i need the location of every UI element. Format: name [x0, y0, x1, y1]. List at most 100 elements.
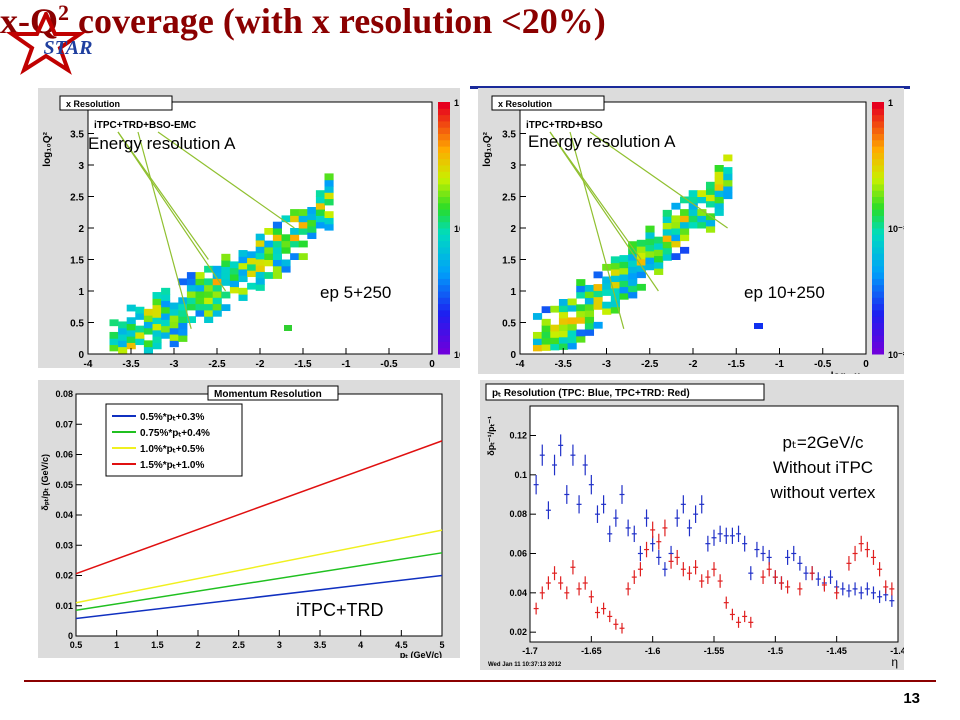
heatmap-cell	[161, 331, 171, 339]
heatmap-cell	[186, 284, 196, 292]
heatmap-cell	[628, 285, 638, 293]
heatmap-cell	[714, 202, 724, 210]
heatmap-cell	[567, 317, 577, 325]
heatmap-cell	[576, 304, 586, 312]
z-tick-label: 10⁻²	[454, 350, 460, 360]
x-tick-label: -1.5	[728, 359, 746, 370]
heatmap-cell	[576, 279, 586, 286]
leader-line	[549, 131, 659, 292]
heatmap-cell	[628, 291, 638, 299]
heatmap-cell	[118, 321, 128, 329]
heatmap-cell	[541, 331, 551, 339]
heatmap-cell	[645, 225, 655, 233]
heatmap-cell	[628, 272, 638, 280]
color-scale-swatch	[438, 158, 450, 166]
color-scale-swatch	[872, 341, 884, 349]
heatmap-cell	[186, 303, 196, 311]
x-tick-label: -1	[775, 359, 784, 370]
color-scale-swatch	[872, 209, 884, 216]
heatmap-cell	[315, 190, 325, 197]
y-tick-label: 1	[510, 287, 516, 298]
color-scale-swatch	[872, 303, 884, 311]
heatmap-cell	[204, 265, 214, 273]
heatmap-cell	[636, 246, 646, 253]
heatmap-cell	[238, 250, 248, 257]
color-scale-swatch	[438, 309, 450, 317]
series-line	[75, 529, 443, 604]
heatmap-cell	[255, 246, 265, 254]
x-tick-label: -0.5	[380, 359, 398, 368]
heatmap-cell	[671, 253, 681, 260]
color-scale-swatch	[438, 228, 450, 235]
heatmap-cell	[705, 188, 716, 195]
heatmap-cell	[584, 284, 595, 292]
heatmap-cell	[212, 278, 222, 286]
heatmap-cell	[324, 179, 334, 187]
heatmap-cell	[298, 228, 308, 235]
z-tick-label: 1	[888, 98, 893, 108]
color-scale-swatch	[872, 215, 884, 223]
color-scale-swatch	[438, 297, 450, 305]
heatmap-cell	[610, 275, 620, 283]
panel-momentum-resolution: 0.5 1 1.5 2 2.5 3 3.5 4 4.5 5 0 0.01 0.02 0.03 0.04 0.0…	[38, 380, 460, 658]
heatmap-cell	[584, 291, 595, 299]
heatmap-cell	[567, 330, 577, 337]
heatmap-cell	[272, 265, 282, 273]
y-tick-label: 0.01	[55, 601, 73, 611]
color-scale-swatch	[872, 347, 884, 355]
heatmap-cell	[714, 196, 724, 204]
heatmap-cell	[298, 253, 308, 260]
color-scale-swatch	[872, 297, 884, 305]
heatmap-cell	[324, 217, 334, 225]
annotation-line-pt: pₜ=2GeV/c	[782, 433, 864, 452]
heatmap-cell	[152, 292, 162, 299]
y-tick-label: 1	[78, 287, 84, 298]
color-scale-swatch	[438, 253, 450, 260]
heatmap-cell	[290, 228, 300, 235]
heatmap-cell	[143, 327, 153, 335]
heatmap-cell	[584, 310, 595, 317]
heatmap-cell	[229, 280, 239, 288]
heatmap-cell	[541, 344, 551, 351]
title-rest: coverage (with x resolution <20%)	[69, 1, 606, 41]
heatmap-cell	[610, 256, 620, 264]
legend-entry: 0.5%*pₜ+0.3%	[140, 412, 204, 423]
y-tick-label: 3	[510, 161, 516, 172]
y-tick-label: 0.04	[509, 588, 527, 598]
heatmap-cell	[654, 249, 664, 257]
heatmap-cell	[567, 323, 577, 331]
color-scale-swatch	[438, 265, 450, 273]
x-tick-label: -4	[516, 359, 525, 370]
x-tick-label: -1.6	[645, 646, 661, 656]
heatmap-cell	[324, 223, 334, 231]
heatmap-cell	[186, 278, 196, 286]
heatmap-cell	[290, 215, 300, 223]
color-scale-swatch	[872, 183, 884, 191]
heatmap-cell	[161, 319, 171, 327]
heatmap-cell	[628, 247, 638, 255]
heatmap-cell	[238, 287, 248, 295]
heatmap-cell	[714, 190, 724, 197]
color-scale-swatch	[438, 171, 450, 179]
panel-heatmap-5x250: -4 -3.5 -3 -2.5 -2 -1.5 -1 -0.5 0 0 0.5 1 1.5 2 2.5 3 3.…	[38, 88, 460, 368]
slide-title: x-Q2 coverage (with x resolution <20%)	[0, 0, 960, 42]
heatmap-cell	[723, 179, 733, 187]
legend-label: iTPC+TRD+BSO	[526, 120, 603, 131]
heatmap-cell	[654, 255, 664, 263]
x-tick-label: 5	[439, 640, 444, 650]
leader-line	[157, 131, 295, 229]
heatmap-cell	[688, 202, 698, 210]
heatmap-cell	[204, 291, 214, 298]
heatmap-cell	[178, 335, 188, 342]
heatmap-cell	[315, 202, 325, 210]
heatmap-cell	[636, 271, 646, 279]
heatmap-cell	[195, 291, 205, 298]
color-scale-swatch	[872, 335, 884, 342]
color-scale-swatch	[872, 309, 884, 317]
heatmap-cell	[723, 173, 733, 181]
heatmap-cell	[186, 272, 196, 279]
heatmap-cell	[628, 253, 638, 261]
color-scale-swatch	[872, 108, 884, 116]
heatmap-cell	[576, 310, 586, 318]
heatmap-cell	[645, 238, 655, 246]
